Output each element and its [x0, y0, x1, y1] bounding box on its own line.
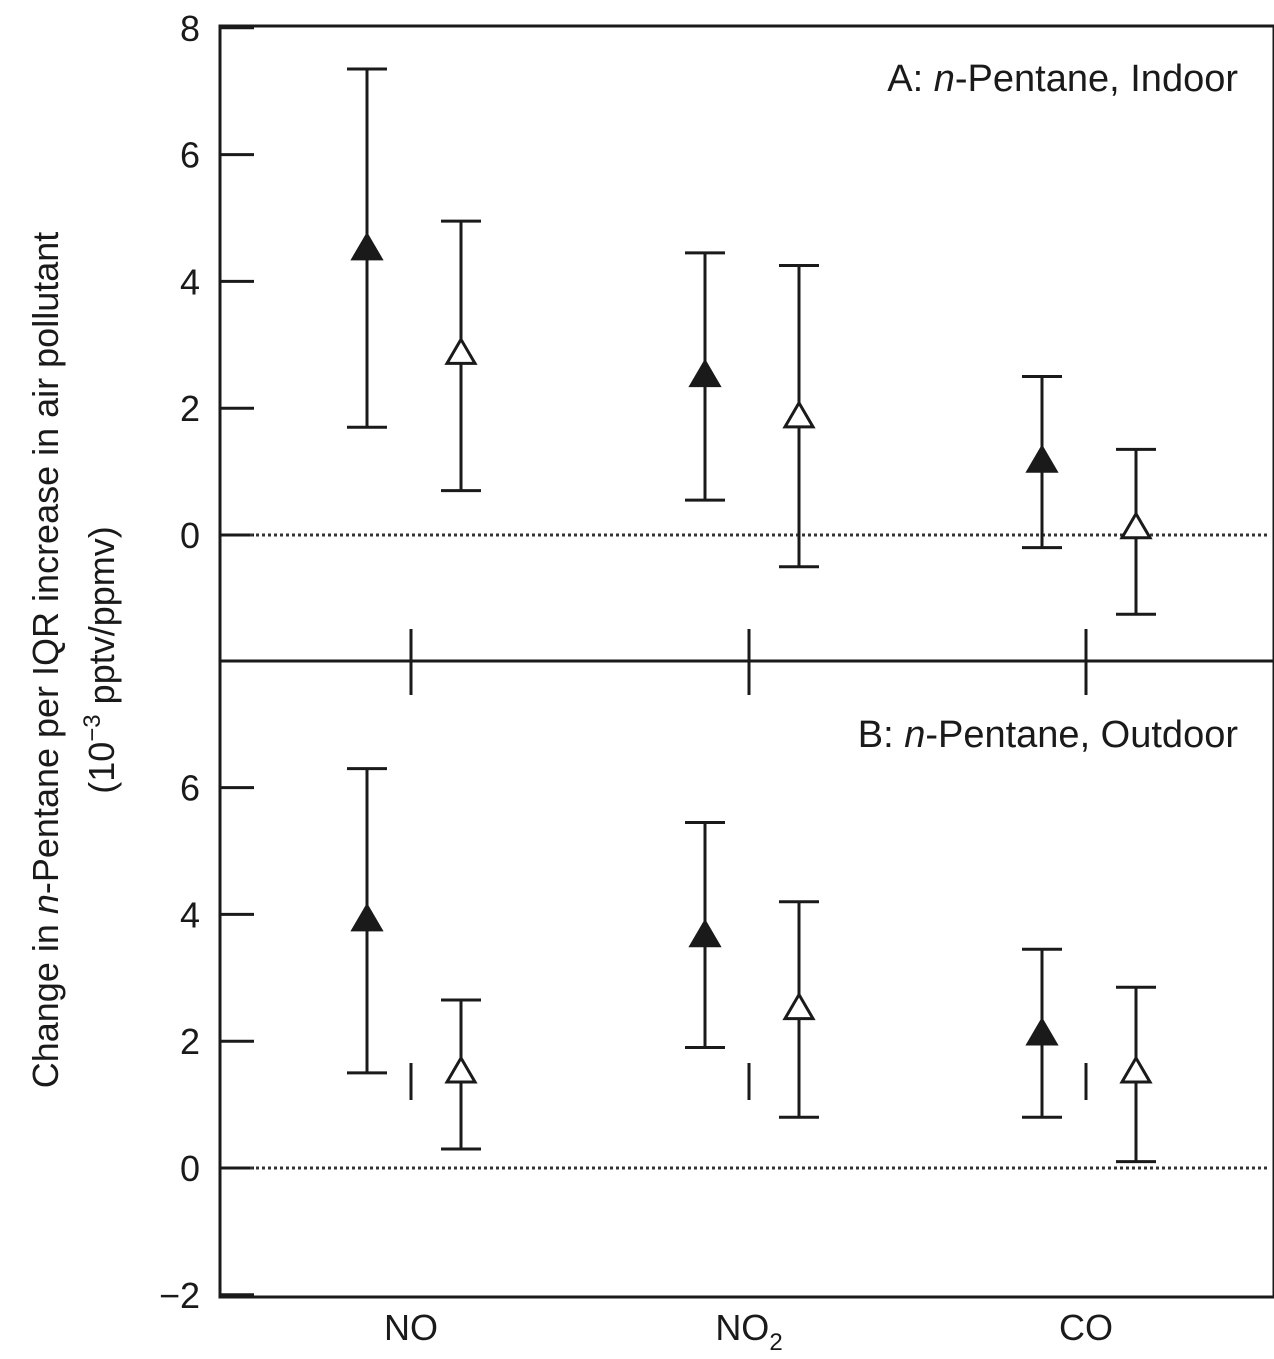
- x-tick-label: NO: [384, 1307, 438, 1348]
- y-tick-label: −2: [159, 1275, 200, 1316]
- data-point-filled: [688, 358, 722, 388]
- data-point-filled: [1025, 1017, 1059, 1046]
- y-tick-label: 4: [180, 894, 200, 935]
- data-point-filled: [688, 918, 722, 948]
- svg-text:Change in n-Pentane per IQR in: Change in n-Pentane per IQR increase in …: [25, 232, 66, 1089]
- panel-b-title: B: n-Pentane, Outdoor: [858, 714, 1239, 756]
- svg-text:(10−3 pptv/ppmv): (10−3 pptv/ppmv): [79, 526, 122, 793]
- y-tick-label: 6: [180, 768, 200, 809]
- x-axis: NO NO2 CO: [384, 1307, 1113, 1356]
- panel-a-title: A: n-Pentane, Indoor: [887, 58, 1238, 100]
- y-tick-label: 6: [180, 135, 200, 176]
- panel-a: 8 6 4 2 0: [180, 8, 1270, 695]
- y-tick-label: 2: [180, 388, 200, 429]
- y-tick-label: 0: [180, 515, 200, 556]
- x-tick-label: CO: [1059, 1307, 1113, 1348]
- data-point-filled: [350, 231, 384, 261]
- y-tick-label: 2: [180, 1021, 200, 1062]
- data-point-open: [1119, 510, 1153, 540]
- data-point-open: [782, 399, 816, 429]
- data-point-open: [782, 991, 816, 1021]
- y-tick-label: 8: [180, 8, 200, 49]
- y-tick-label: 4: [180, 261, 200, 302]
- data-point-open: [1119, 1055, 1153, 1084]
- data-point-open: [444, 1055, 478, 1084]
- y-tick-label: 0: [180, 1148, 200, 1189]
- y-axis-title: Change in n-Pentane per IQR increase in …: [25, 232, 122, 1089]
- data-point-filled: [1025, 444, 1059, 473]
- data-point-filled: [350, 902, 384, 932]
- data-point-open: [444, 336, 478, 365]
- x-tick-label: NO2: [715, 1307, 782, 1356]
- panel-b: 6 4 2 0 −2: [159, 767, 1270, 1316]
